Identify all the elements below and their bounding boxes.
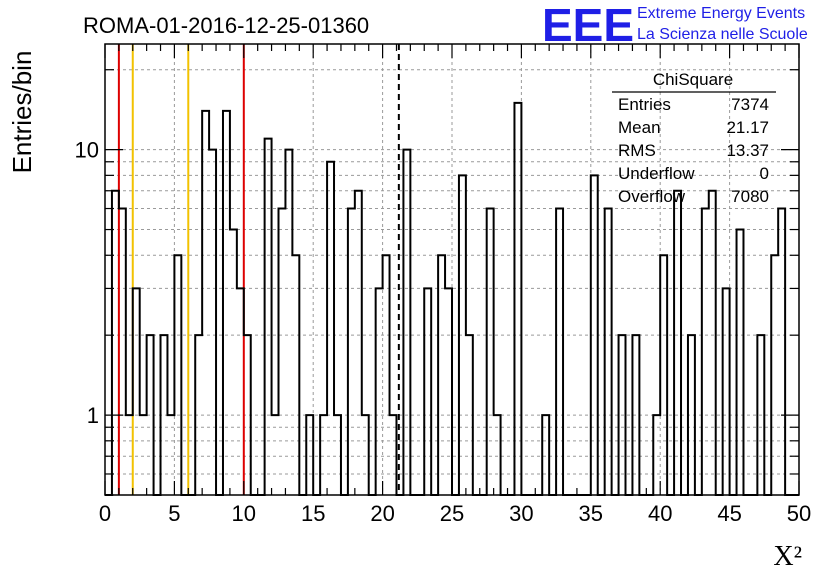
x-tick-label: 35 — [579, 501, 603, 526]
y-tick-label: 1 — [87, 403, 99, 428]
stats-value-underflow: 0 — [760, 164, 769, 183]
histogram-bin — [112, 191, 119, 495]
histogram-bin — [723, 288, 730, 495]
histogram-bin — [660, 255, 667, 495]
histogram-bin — [348, 209, 355, 495]
histogram-bin — [202, 111, 209, 495]
stats-value-entries: 7374 — [731, 95, 769, 114]
stats-box: ChiSquare Entries 7374 Mean 21.17 RMS 13… — [612, 70, 776, 206]
x-tick-label: 30 — [509, 501, 533, 526]
stats-label-rms: RMS — [618, 141, 656, 160]
stats-value-mean: 21.17 — [726, 118, 769, 137]
x-tick-label: 10 — [232, 501, 256, 526]
histogram-bin — [438, 255, 445, 495]
chart-title: ROMA-01-2016-12-25-01360 — [83, 13, 369, 38]
histogram-bin — [292, 255, 299, 495]
histogram-bin — [285, 150, 292, 495]
x-tick-label: 0 — [99, 501, 111, 526]
x-tick-label: 25 — [440, 501, 464, 526]
histogram-bin — [424, 288, 431, 495]
grid — [105, 44, 799, 496]
histogram-bin — [279, 209, 286, 495]
x-tick-label: 50 — [787, 501, 811, 526]
histogram-bin — [237, 288, 244, 495]
logo-line-1: Extreme Energy Events — [637, 5, 805, 22]
stats-label-mean: Mean — [618, 118, 661, 137]
histogram-bin — [403, 150, 410, 495]
histogram-bin — [383, 255, 390, 495]
histogram-bin — [230, 230, 237, 495]
axes: 0 5 10 15 20 25 30 35 40 45 50 1 10 — [75, 43, 811, 526]
histogram-bin — [702, 209, 709, 495]
histogram-bin — [376, 288, 383, 495]
x-tick-label: 45 — [717, 501, 741, 526]
x-tick-label: 5 — [168, 501, 180, 526]
histogram-bin — [771, 255, 778, 495]
histogram-bin — [737, 230, 744, 495]
y-tick-label: 10 — [75, 138, 99, 163]
histogram-bin — [119, 209, 126, 495]
stats-label-entries: Entries — [618, 95, 671, 114]
histogram-bin — [709, 191, 716, 495]
histogram-bin — [355, 191, 362, 495]
histogram-bin — [487, 209, 494, 495]
histogram-bin — [265, 139, 272, 495]
x-tick-label: 40 — [648, 501, 672, 526]
x-axis-label: X² — [773, 541, 802, 572]
logo-line-2: La Scienza nelle Scuole — [637, 26, 808, 43]
stats-name: ChiSquare — [653, 70, 733, 89]
histogram-bin — [605, 209, 612, 495]
histogram-bin — [674, 191, 681, 495]
stats-label-underflow: Underflow — [618, 164, 695, 183]
histogram-bin — [209, 150, 216, 495]
histogram-bin — [445, 288, 452, 495]
histogram-bin — [778, 209, 785, 495]
x-tick-label: 20 — [370, 501, 394, 526]
histogram-bin — [133, 288, 140, 495]
stats-label-overflow: Overflow — [618, 187, 686, 206]
y-axis-label: Entries/bin — [7, 51, 37, 174]
histogram-bin — [223, 111, 230, 495]
eee-logo: EEE — [542, 0, 634, 51]
reference-lines — [117, 44, 400, 495]
histogram-bin — [556, 209, 563, 495]
stats-value-rms: 13.37 — [726, 141, 769, 160]
x-tick-label: 15 — [301, 501, 325, 526]
histogram-bin — [174, 255, 181, 495]
stats-value-overflow: 7080 — [731, 187, 769, 206]
histogram-bin — [327, 162, 334, 495]
